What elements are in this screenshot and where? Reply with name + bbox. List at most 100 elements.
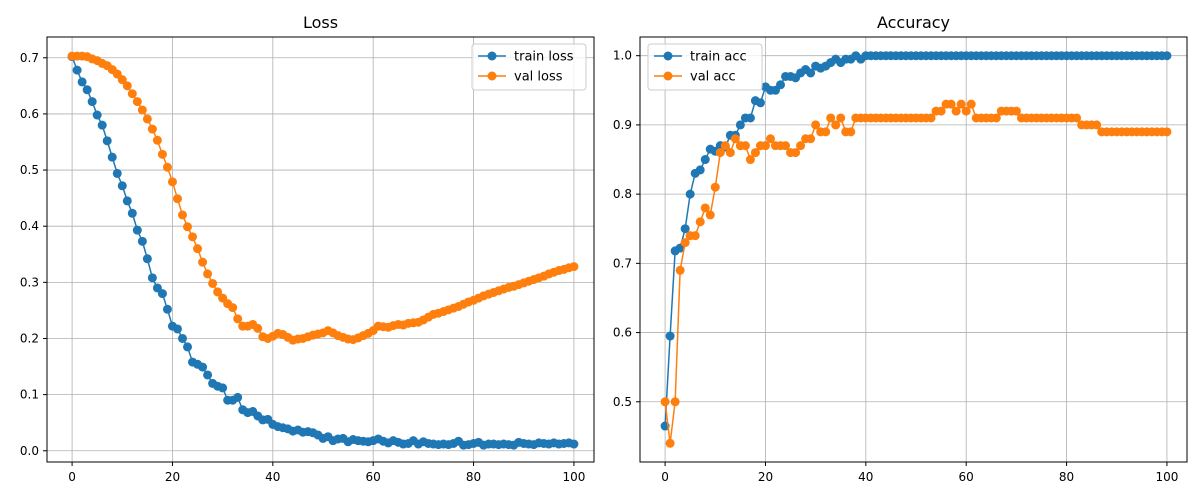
- plot-frame: [46, 36, 595, 463]
- data-point: [665, 438, 675, 448]
- data-point: [806, 134, 816, 144]
- data-point: [750, 148, 760, 158]
- data-point: [1162, 51, 1172, 61]
- data-point: [233, 314, 243, 324]
- data-point: [670, 397, 680, 407]
- data-point: [172, 194, 182, 204]
- y-tick-label: 0.7: [613, 256, 632, 270]
- data-point: [685, 189, 695, 199]
- legend-label: val loss: [514, 70, 563, 85]
- data-point: [203, 370, 213, 380]
- y-tick-label: 0.6: [20, 107, 39, 121]
- data-point: [776, 80, 786, 90]
- data-point: [700, 155, 710, 165]
- data-point: [781, 141, 791, 151]
- legend: train acc val acc: [647, 43, 763, 91]
- data-point: [82, 85, 92, 95]
- data-point: [87, 97, 97, 107]
- x-tick-label: 80: [466, 470, 481, 484]
- data-point: [695, 217, 705, 227]
- data-point: [97, 120, 107, 130]
- data-point: [218, 383, 228, 393]
- y-tick-label: 0.7: [20, 51, 39, 65]
- data-point: [77, 77, 87, 87]
- data-point: [72, 65, 82, 75]
- data-point: [926, 113, 936, 123]
- data-point: [796, 141, 806, 151]
- data-point: [710, 182, 720, 192]
- data-point: [760, 141, 770, 151]
- data-point: [730, 134, 740, 144]
- data-point: [675, 265, 685, 275]
- data-point: [720, 141, 730, 151]
- data-point: [117, 75, 127, 85]
- data-point: [821, 127, 831, 137]
- legend-swatch-marker: [487, 51, 497, 61]
- data-point: [936, 106, 946, 116]
- y-tick-label: 0.4: [20, 219, 39, 233]
- data-point: [233, 392, 243, 402]
- x-tick-label: 60: [959, 470, 974, 484]
- data-point: [102, 136, 112, 146]
- data-point: [846, 127, 856, 137]
- data-point: [132, 225, 142, 235]
- x-tick-label: 80: [1059, 470, 1074, 484]
- data-point: [705, 210, 715, 220]
- y-tick-label: 0.1: [20, 388, 39, 402]
- data-point: [961, 106, 971, 116]
- data-point: [1072, 113, 1082, 123]
- legend-swatch-marker: [663, 71, 673, 81]
- data-point: [208, 278, 218, 288]
- data-point: [157, 289, 167, 299]
- plot-frame: [639, 36, 1188, 463]
- data-point: [690, 231, 700, 241]
- data-point: [147, 273, 157, 283]
- data-point: [806, 68, 816, 78]
- data-point: [665, 331, 675, 341]
- data-point: [1092, 120, 1102, 130]
- data-point: [745, 155, 755, 165]
- data-point: [147, 124, 157, 134]
- y-tick-label: 0.9: [613, 118, 632, 132]
- data-point: [228, 303, 238, 313]
- data-point: [142, 254, 152, 264]
- x-tick-label: 60: [366, 470, 381, 484]
- data-point: [213, 287, 223, 297]
- data-point: [137, 105, 147, 115]
- data-point: [177, 333, 187, 343]
- legend: train loss val loss: [471, 43, 587, 91]
- data-point: [188, 232, 198, 242]
- data-point: [167, 177, 177, 187]
- data-point: [826, 113, 836, 123]
- y-tick-label: 0.2: [20, 331, 39, 345]
- data-point: [966, 99, 976, 109]
- data-point: [836, 113, 846, 123]
- legend-label: train loss: [514, 50, 574, 65]
- series-line-train-acc: [664, 54, 1167, 427]
- data-point: [253, 323, 263, 333]
- x-tick-label: 20: [165, 470, 180, 484]
- data-point: [127, 208, 137, 218]
- data-point: [198, 257, 208, 267]
- data-point: [162, 304, 172, 314]
- data-point: [715, 148, 725, 158]
- data-point: [660, 397, 670, 407]
- legend-label: val acc: [690, 70, 736, 85]
- data-point: [791, 148, 801, 158]
- y-tick-label: 1.0: [613, 49, 632, 63]
- data-point: [951, 106, 961, 116]
- data-point: [695, 165, 705, 175]
- data-point: [183, 342, 193, 352]
- data-point: [152, 135, 162, 145]
- data-point: [172, 324, 182, 334]
- y-tick-label: 0.0: [20, 444, 39, 458]
- data-point: [680, 224, 690, 234]
- data-point: [569, 262, 579, 272]
- data-point: [680, 238, 690, 248]
- data-point: [956, 99, 966, 109]
- data-point: [765, 134, 775, 144]
- x-tick-label: 100: [562, 470, 585, 484]
- data-point: [122, 81, 132, 91]
- data-point: [946, 99, 956, 109]
